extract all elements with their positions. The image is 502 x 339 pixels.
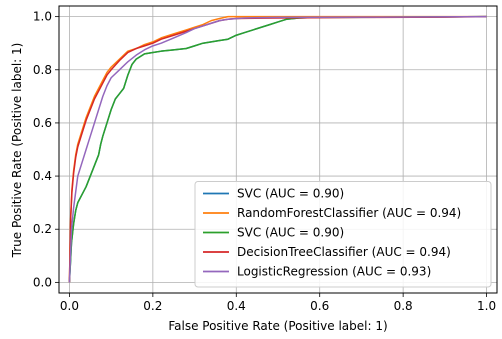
x-tick-label: 0.6 bbox=[310, 299, 329, 313]
x-tick-label: 0.2 bbox=[143, 299, 162, 313]
y-tick-label: 0.6 bbox=[33, 116, 52, 130]
legend: SVC (AUC = 0.90) RandomForestClassifier (… bbox=[194, 181, 492, 288]
legend-entry: RandomForestClassifier (AUC = 0.94) bbox=[237, 206, 461, 220]
legend-entry: LogisticRegression (AUC = 0.93) bbox=[237, 265, 431, 279]
ticks: 0.0 0.2 0.4 0.6 0.8 1.0 0.0 0.2 0.4 0.6 0.8 1.0 bbox=[33, 10, 496, 313]
x-tick-label: 0.8 bbox=[394, 299, 413, 313]
y-tick-label: 1.0 bbox=[33, 10, 52, 24]
series-layer bbox=[68, 15, 487, 283]
grid bbox=[59, 6, 497, 293]
roc-curve-5 bbox=[68, 15, 487, 283]
legend-entry: DecisionTreeClassifier (AUC = 0.94) bbox=[237, 245, 451, 259]
y-tick-label: 0.0 bbox=[33, 275, 52, 289]
y-axis-label: True Positive Rate (Positive label: 1) bbox=[10, 43, 24, 259]
legend-box bbox=[194, 181, 492, 288]
y-tick-label: 0.8 bbox=[33, 63, 52, 77]
legend-entry: SVC (AUC = 0.90) bbox=[237, 187, 344, 201]
legend-entry: SVC (AUC = 0.90) bbox=[237, 226, 344, 240]
x-tick-label: 0.4 bbox=[227, 299, 246, 313]
roc-curve-3 bbox=[68, 15, 487, 283]
y-tick-label: 0.4 bbox=[33, 169, 52, 183]
plot-frame bbox=[58, 5, 498, 294]
x-tick-label: 0.0 bbox=[60, 299, 79, 313]
y-tick-label: 0.2 bbox=[33, 222, 52, 236]
x-tick-label: 1.0 bbox=[477, 299, 496, 313]
x-axis-label: False Positive Rate (Positive label: 1) bbox=[168, 319, 387, 333]
